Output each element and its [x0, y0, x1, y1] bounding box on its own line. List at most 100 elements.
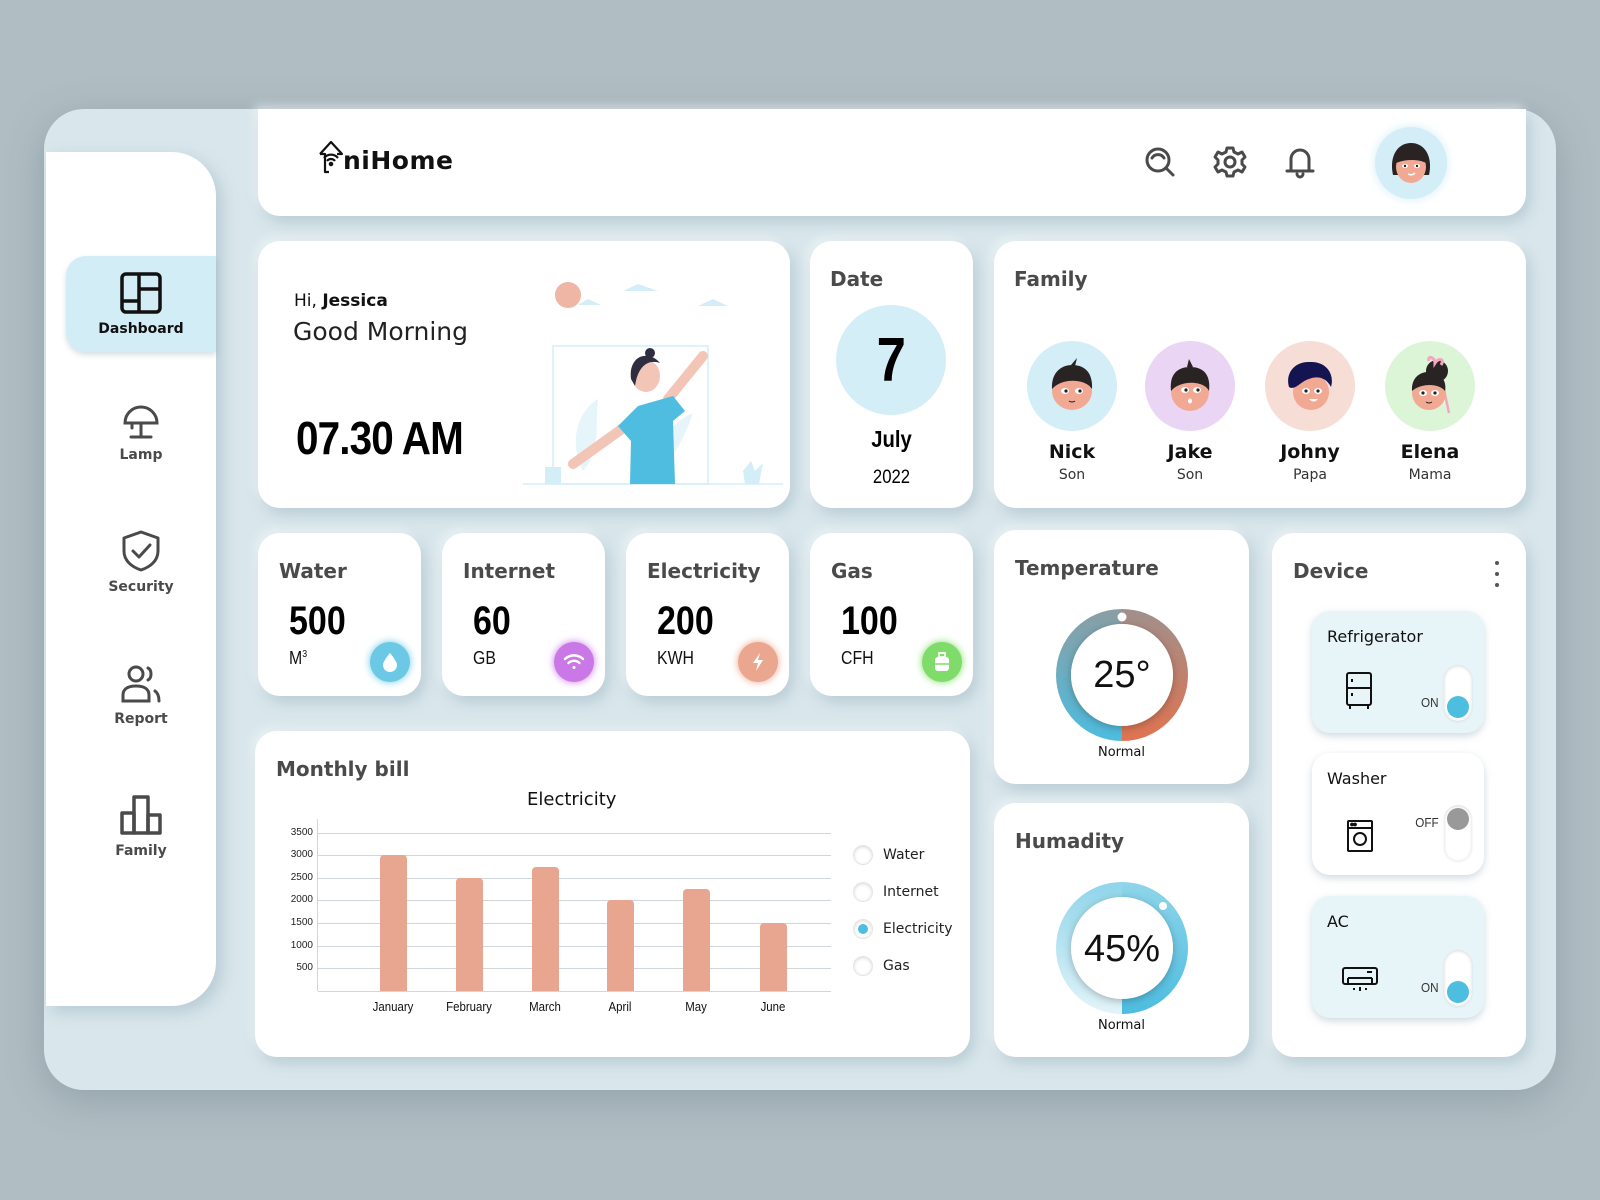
avatar	[1145, 341, 1235, 431]
temperature-gauge[interactable]: 25°	[1055, 608, 1189, 742]
family-title: Family	[1014, 267, 1088, 291]
device-ac[interactable]: AC ON	[1312, 896, 1484, 1018]
family-member-elena[interactable]: Elena Mama	[1380, 341, 1480, 483]
stat-title: Water	[279, 559, 347, 583]
bar-april[interactable]	[607, 900, 634, 991]
sidebar-item-label: Security	[108, 579, 174, 595]
legend-item-internet[interactable]: Internet	[853, 873, 953, 910]
member-role: Mama	[1408, 467, 1452, 483]
bar-june[interactable]	[760, 923, 787, 991]
monthly-bill-card: Monthly bill Electricity 500 1000 1500 2000…	[255, 731, 970, 1057]
avatar[interactable]	[1375, 127, 1447, 199]
sidebar-item-label: Dashboard	[98, 321, 184, 337]
sidebar-item-label: Report	[114, 711, 168, 727]
stat-card-water[interactable]: Water 500 M3	[258, 533, 421, 696]
member-role: Son	[1176, 467, 1204, 483]
radio-button[interactable]	[853, 844, 873, 865]
svg-text:25°: 25°	[1093, 654, 1150, 696]
x-tick-label: May	[685, 999, 707, 1014]
family-member-johny[interactable]: Johny Papa	[1260, 341, 1360, 483]
humidity-gauge[interactable]: 45%	[1055, 881, 1189, 1015]
family-member-nick[interactable]: Nick Son	[1022, 341, 1122, 483]
ac-toggle[interactable]	[1444, 950, 1472, 1006]
radio-button[interactable]	[853, 955, 873, 976]
bar-may[interactable]	[683, 889, 710, 991]
member-role: Son	[1058, 467, 1086, 483]
sidebar-item-dashboard[interactable]: Dashboard	[66, 256, 216, 352]
sidebar-item-family[interactable]: Family	[66, 778, 216, 874]
bar-chart: 500 1000 1500 2000 2500 3000 3500 January Februa…	[275, 819, 835, 1034]
svg-text:45%: 45%	[1084, 928, 1160, 970]
bell-icon[interactable]	[1283, 145, 1317, 179]
device-title: Device	[1293, 559, 1369, 583]
users-icon	[121, 665, 161, 703]
stat-unit: KWH	[657, 648, 694, 668]
toggle-state-label: OFF	[1415, 815, 1439, 830]
stat-unit: CFH	[841, 648, 874, 668]
woman-avatar-icon	[1411, 355, 1451, 414]
sidebar: Dashboard Lamp Security Report Family	[46, 152, 216, 1006]
logo[interactable]: niHome	[316, 139, 453, 175]
legend-item-water[interactable]: Water	[853, 836, 953, 873]
sidebar-item-security[interactable]: Security	[66, 514, 216, 610]
more-options-icon[interactable]	[1492, 561, 1502, 587]
bar-march[interactable]	[532, 866, 559, 991]
washer-toggle[interactable]	[1444, 805, 1472, 861]
gridline	[318, 945, 831, 947]
y-tick-label: 500	[296, 962, 313, 974]
member-name: Johny	[1280, 441, 1340, 463]
stat-unit: M3	[289, 648, 308, 668]
shield-check-icon	[122, 530, 160, 572]
stat-card-electricity[interactable]: Electricity 200 KWH	[626, 533, 789, 696]
bar-chart-icon	[120, 795, 162, 835]
y-axis	[317, 819, 318, 991]
temperature-card: Temperature 25° Normal	[994, 530, 1249, 784]
stat-value: 500	[289, 599, 346, 643]
greeting-hi: Hi, Jessica	[294, 291, 388, 311]
radio-button-selected[interactable]	[853, 918, 873, 939]
bar-january[interactable]	[380, 855, 407, 991]
gridline	[318, 832, 831, 834]
sidebar-item-lamp[interactable]: Lamp	[66, 382, 216, 478]
lamp-icon	[123, 405, 159, 439]
x-tick-label: February	[446, 999, 492, 1014]
wifi-icon	[554, 642, 594, 682]
stat-card-internet[interactable]: Internet 60 GB	[442, 533, 605, 696]
date-day: 7	[876, 325, 906, 395]
gas-cylinder-icon	[922, 642, 962, 682]
x-tick-label: April	[608, 999, 632, 1014]
washing-machine-icon	[1347, 820, 1373, 852]
device-washer[interactable]: Washer OFF	[1312, 753, 1484, 875]
chart-title: Electricity	[527, 789, 617, 810]
monthly-bill-title: Monthly bill	[276, 757, 410, 781]
family-member-jake[interactable]: Jake Son	[1140, 341, 1240, 483]
legend-item-gas[interactable]: Gas	[853, 947, 953, 984]
gear-icon[interactable]	[1213, 145, 1247, 179]
water-drop-icon	[370, 642, 410, 682]
refrigerator-icon	[1346, 672, 1372, 709]
x-tick-label: January	[372, 999, 414, 1014]
smart-home-logo-icon	[319, 140, 344, 174]
search-icon[interactable]	[1143, 145, 1177, 179]
refrigerator-toggle[interactable]	[1444, 665, 1472, 721]
boy-avatar-icon	[1051, 358, 1093, 410]
sidebar-item-report[interactable]: Report	[66, 646, 216, 742]
lightning-icon	[738, 642, 778, 682]
girl-avatar-icon	[1391, 143, 1431, 183]
date-title: Date	[830, 267, 884, 291]
gridline	[318, 900, 831, 902]
greeting-card: Hi, Jessica Good Morning 07.30 AM	[258, 241, 790, 508]
radio-button[interactable]	[853, 881, 873, 902]
legend-item-electricity[interactable]: Electricity	[853, 910, 953, 947]
y-tick-label: 1000	[290, 939, 313, 951]
stat-card-gas[interactable]: Gas 100 CFH	[810, 533, 973, 696]
device-refrigerator[interactable]: Refrigerator ON	[1312, 611, 1484, 733]
morning-stretch-illustration	[523, 282, 783, 485]
air-conditioner-icon	[1342, 967, 1378, 991]
avatar	[1385, 341, 1475, 431]
member-role: Papa	[1293, 467, 1327, 483]
bar-february[interactable]	[456, 877, 483, 991]
stat-value: 200	[657, 599, 714, 643]
date-month: July	[871, 426, 912, 452]
family-card: Family Nick Son Jake Son Johny Papa Elen…	[994, 241, 1526, 508]
